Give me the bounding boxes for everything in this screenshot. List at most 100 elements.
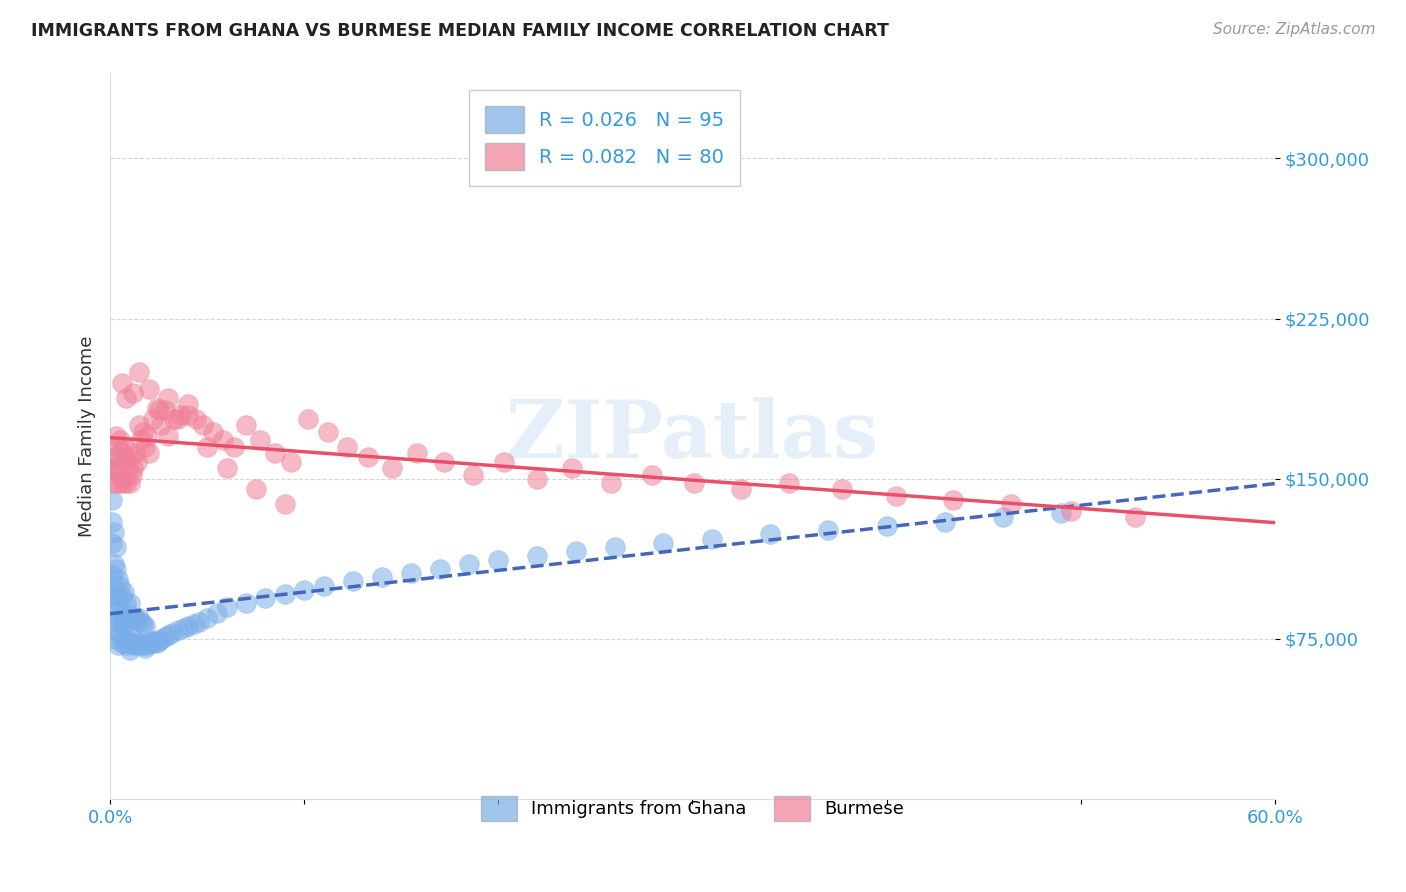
Point — [264, 446, 287, 460]
Point — [107, 572, 129, 586]
Point — [357, 450, 380, 465]
Point — [114, 639, 136, 653]
Point — [599, 476, 621, 491]
Point — [195, 440, 218, 454]
Point — [132, 617, 155, 632]
Point — [778, 476, 800, 491]
Point — [103, 621, 125, 635]
Point — [101, 450, 124, 465]
Point — [129, 639, 152, 653]
Point — [104, 540, 127, 554]
Point — [249, 434, 271, 448]
Point — [103, 579, 125, 593]
Point — [124, 610, 146, 624]
Point — [121, 467, 143, 482]
Point — [107, 615, 129, 629]
Point — [254, 591, 277, 606]
Point — [205, 607, 228, 621]
Point — [122, 613, 145, 627]
Point — [173, 621, 195, 635]
Point — [108, 579, 131, 593]
Y-axis label: Median Family Income: Median Family Income — [79, 335, 96, 537]
Point — [128, 418, 150, 433]
Point — [111, 615, 134, 629]
Point — [145, 401, 167, 416]
Point — [114, 617, 136, 632]
Point — [122, 461, 145, 475]
Point — [561, 461, 583, 475]
Text: Source: ZipAtlas.com: Source: ZipAtlas.com — [1212, 22, 1375, 37]
Point — [128, 365, 150, 379]
Point — [112, 472, 135, 486]
Point — [274, 498, 297, 512]
Point — [118, 450, 141, 465]
Point — [169, 408, 191, 422]
Point — [235, 418, 257, 433]
Point — [1060, 504, 1083, 518]
Point — [103, 450, 125, 465]
Point — [136, 639, 159, 653]
Point — [138, 446, 160, 460]
Point — [700, 532, 723, 546]
Point — [104, 461, 127, 475]
Point — [118, 642, 141, 657]
Text: IMMIGRANTS FROM GHANA VS BURMESE MEDIAN FAMILY INCOME CORRELATION CHART: IMMIGRANTS FROM GHANA VS BURMESE MEDIAN … — [31, 22, 889, 40]
Point — [124, 636, 146, 650]
Point — [1123, 510, 1146, 524]
Point — [215, 461, 238, 475]
Point — [399, 566, 422, 580]
Point — [1050, 506, 1073, 520]
Point — [122, 639, 145, 653]
Point — [145, 636, 167, 650]
Point — [104, 561, 127, 575]
Point — [104, 429, 127, 443]
Point — [292, 582, 315, 597]
Point — [112, 585, 135, 599]
Point — [112, 610, 135, 624]
Point — [101, 461, 124, 475]
Point — [128, 610, 150, 624]
Point — [297, 412, 319, 426]
Point — [101, 515, 124, 529]
Point — [136, 429, 159, 443]
Point — [101, 461, 124, 475]
Point — [157, 628, 180, 642]
Point — [235, 596, 257, 610]
Point — [127, 613, 149, 627]
Point — [603, 540, 626, 554]
Point — [202, 425, 225, 439]
Point — [108, 625, 131, 640]
Point — [129, 615, 152, 629]
Point — [107, 476, 129, 491]
Point — [101, 589, 124, 603]
Point — [215, 599, 238, 614]
Point — [117, 461, 139, 475]
Point — [103, 558, 125, 572]
Point — [184, 412, 207, 426]
Point — [101, 568, 124, 582]
Point — [831, 483, 853, 497]
Point — [103, 476, 125, 491]
Point — [138, 636, 160, 650]
Point — [112, 632, 135, 646]
Point — [111, 589, 134, 603]
Point — [117, 632, 139, 646]
Legend: Immigrants from Ghana, Burmese: Immigrants from Ghana, Burmese — [471, 787, 912, 830]
Point — [104, 589, 127, 603]
Point — [162, 625, 184, 640]
Point — [129, 434, 152, 448]
Point — [148, 634, 170, 648]
Point — [134, 619, 156, 633]
Point — [127, 639, 149, 653]
Point — [107, 440, 129, 454]
Point — [112, 440, 135, 454]
Point — [139, 634, 162, 648]
Point — [193, 418, 215, 433]
Point — [118, 476, 141, 491]
Point — [876, 518, 898, 533]
Point — [104, 610, 127, 624]
Point — [486, 553, 509, 567]
Point — [132, 425, 155, 439]
Point — [142, 636, 165, 650]
Point — [405, 446, 427, 460]
